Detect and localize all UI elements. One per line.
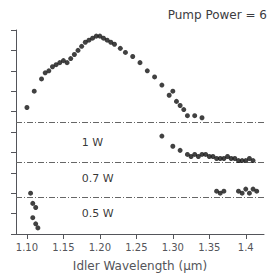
svg-text:1.10: 1.10	[16, 242, 38, 253]
svg-text:1.4: 1.4	[238, 242, 254, 253]
svg-text:1.30: 1.30	[162, 242, 184, 253]
svg-text:1.15: 1.15	[52, 242, 74, 253]
svg-text:0.5 W: 0.5 W	[82, 207, 114, 220]
svg-text:0.7 W: 0.7 W	[82, 172, 114, 185]
svg-text:1.35: 1.35	[198, 242, 220, 253]
svg-text:Pump Power = 6: Pump Power = 6	[168, 8, 267, 22]
svg-text:1 W: 1 W	[82, 136, 103, 149]
svg-text:Idler Wavelength (μm): Idler Wavelength (μm)	[73, 259, 207, 273]
svg-text:1.20: 1.20	[89, 242, 111, 253]
svg-text:1.25: 1.25	[125, 242, 147, 253]
